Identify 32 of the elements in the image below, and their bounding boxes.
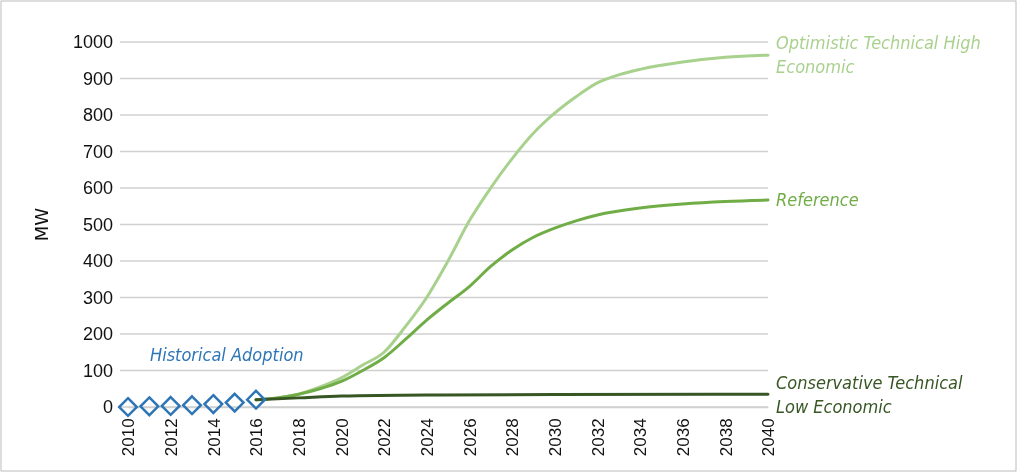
x-tick-label: 2040 xyxy=(759,418,779,457)
y-tick-label: 100 xyxy=(82,360,113,381)
x-tick-label: 2036 xyxy=(674,418,694,457)
y-tick-label: 800 xyxy=(82,105,113,126)
y-tick-label: 200 xyxy=(82,324,113,345)
y-axis-title: MW xyxy=(31,207,52,242)
series-label: Conservative Technical Low Economic xyxy=(776,371,963,417)
series-label: Historical Adoption xyxy=(150,344,304,366)
x-tick-label: 2020 xyxy=(332,418,352,457)
x-tick-label: 2028 xyxy=(503,418,523,457)
y-tick-label: 400 xyxy=(82,251,113,272)
x-tick-label: 2038 xyxy=(716,418,736,457)
x-tick-label: 2030 xyxy=(546,418,566,457)
y-tick-label: 0 xyxy=(102,397,113,418)
y-tick-label: 1000 xyxy=(72,32,113,53)
y-tick-label: 500 xyxy=(82,214,113,235)
x-tick-label: 2034 xyxy=(631,418,651,457)
y-tick-label: 700 xyxy=(82,141,113,162)
y-tick-label: 900 xyxy=(82,68,113,89)
x-tick-label: 2016 xyxy=(247,418,267,457)
x-tick-label: 2024 xyxy=(418,418,438,457)
series-label: Reference xyxy=(776,189,859,211)
x-tick-label: 2032 xyxy=(588,418,608,457)
x-tick-label: 2026 xyxy=(460,418,480,457)
x-tick-label: 2018 xyxy=(290,418,310,457)
x-tick-label: 2014 xyxy=(204,418,224,457)
x-tick-label: 2022 xyxy=(375,418,395,457)
x-tick-label: 2012 xyxy=(162,418,182,457)
y-tick-label: 600 xyxy=(82,178,113,199)
x-tick-label: 2010 xyxy=(119,418,139,457)
y-tick-label: 300 xyxy=(82,287,113,308)
series-label: Optimistic Technical High Economic xyxy=(776,32,981,78)
